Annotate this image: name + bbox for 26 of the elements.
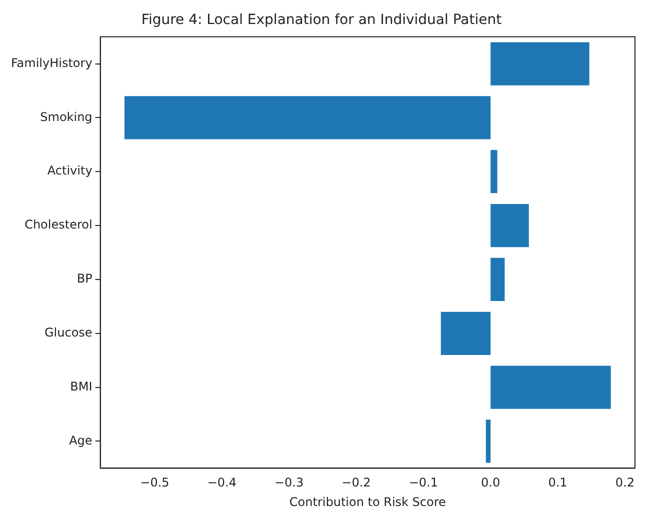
y-tick-label: Cholesterol — [24, 218, 92, 232]
bar — [490, 366, 611, 409]
x-tick-label: −0.4 — [207, 476, 236, 490]
bar — [490, 204, 529, 248]
bar — [490, 42, 590, 86]
x-tick-label: −0.1 — [408, 476, 438, 490]
bar — [490, 258, 505, 302]
y-tick-label: Smoking — [40, 110, 92, 124]
x-tick-label: 0.1 — [548, 476, 568, 490]
x-tick-label: −0.2 — [342, 476, 371, 490]
bar — [486, 420, 491, 463]
y-tick-label: BMI — [70, 379, 92, 394]
bar — [124, 96, 491, 140]
chart-title: Figure 4: Local Explanation for an Individual Patient — [141, 12, 502, 28]
y-tick-label: Glucose — [44, 326, 92, 340]
bar — [490, 150, 498, 194]
x-tick-label: 0.0 — [481, 476, 500, 490]
x-axis-title: Contribution to Risk Score — [289, 494, 446, 509]
y-tick-label: Age — [69, 433, 92, 448]
x-tick-label: −0.3 — [274, 476, 304, 490]
x-tick-label: −0.5 — [140, 476, 170, 490]
y-tick-label: FamilyHistory — [10, 56, 92, 70]
y-tick-label: Activity — [47, 164, 92, 178]
y-tick-label: BP — [76, 272, 92, 286]
x-tick-label: 0.2 — [615, 476, 634, 490]
bar — [440, 312, 491, 355]
